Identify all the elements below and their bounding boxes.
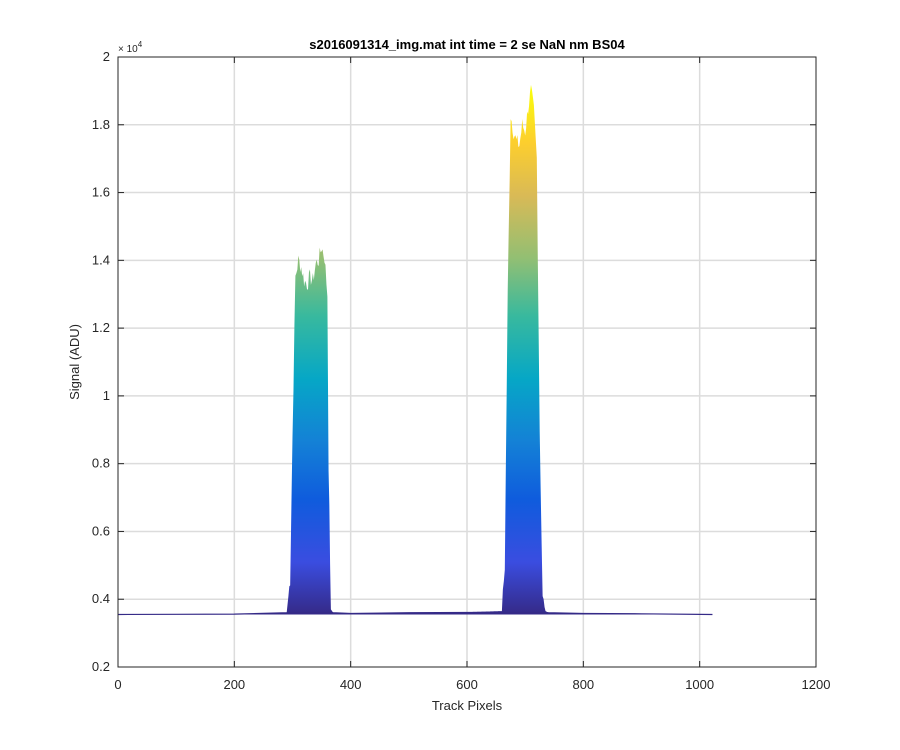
axis-ticks: 0 200 400 600 800 1000 1200 0.2 0.4 0.6 0.8 1 1.2 1.4… [92,49,831,692]
x-tick-label: 1000 [685,677,714,692]
signal-baseline-line [118,611,713,616]
x-tick-label: 1200 [802,677,831,692]
x-tick-label: 200 [223,677,245,692]
y-tick-label: 1.2 [92,320,110,335]
y-tick-label: 0.6 [92,523,110,538]
grid-lines [118,57,816,667]
y-tick-label: 0.8 [92,456,110,471]
y-axis-exponent: × 104 [118,40,143,55]
y-tick-label: 0.4 [92,591,110,606]
chart-title: s2016091314_img.mat int time = 2 se NaN … [309,37,625,52]
x-tick-label: 600 [456,677,478,692]
x-tick-label: 800 [572,677,594,692]
x-axis-label: Track Pixels [432,698,503,713]
signal-series [118,84,713,616]
y-tick-label: 1 [103,388,110,403]
y-axis-exponent-power: 4 [138,40,143,49]
signal-area [118,84,713,615]
y-tick-label: 0.2 [92,659,110,674]
y-tick-label: 2 [103,49,110,64]
y-axis-exponent-base: × 10 [118,44,138,55]
y-tick-label: 1.4 [92,252,110,267]
y-axis-label: Signal (ADU) [67,324,82,400]
y-tick-label: 1.8 [92,117,110,132]
x-tick-label: 400 [340,677,362,692]
y-tick-label: 1.6 [92,185,110,200]
x-tick-label: 0 [114,677,121,692]
